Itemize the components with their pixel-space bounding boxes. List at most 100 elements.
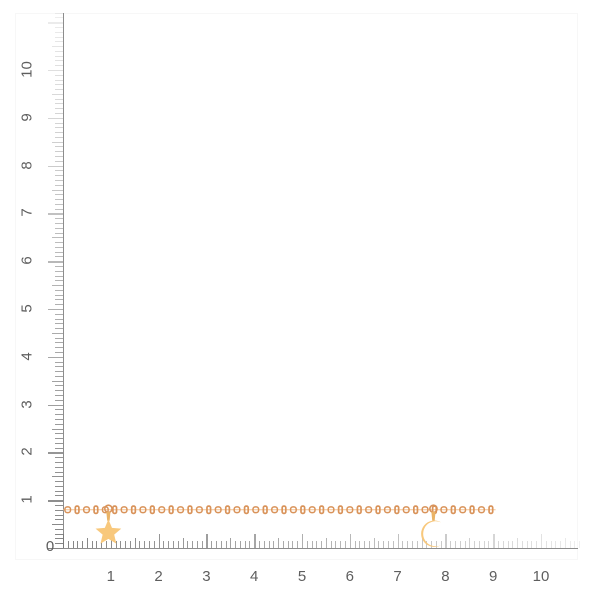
hruler-minor-tick <box>263 541 265 548</box>
vruler-minor-tick <box>55 323 63 325</box>
vruler-minor-tick <box>55 543 63 545</box>
hruler-minor-tick <box>464 541 466 548</box>
chain-link <box>365 506 373 514</box>
origin-label: 0 <box>45 538 55 555</box>
hruler-minor-tick <box>177 541 179 548</box>
vruler-minor-tick <box>55 328 63 330</box>
hruler-minor-tick <box>235 541 237 548</box>
chain-link <box>64 506 72 514</box>
hruler-minor-tick <box>316 541 318 548</box>
vruler-major-tick <box>48 500 63 502</box>
vruler-minor-tick <box>55 170 63 172</box>
chain-link <box>402 506 410 514</box>
vruler-minor-tick <box>55 337 63 339</box>
vruler-minor-tick <box>55 390 63 392</box>
vruler-minor-tick <box>55 304 63 306</box>
chain-link <box>469 505 475 515</box>
chain-link <box>252 506 260 514</box>
hruler-minor-tick <box>106 541 108 548</box>
hruler-minor-tick <box>579 541 581 548</box>
charm-bail <box>431 511 436 521</box>
vruler-minor-tick <box>55 41 63 43</box>
hruler-minor-tick <box>325 538 327 548</box>
hruler-minor-tick <box>82 541 84 548</box>
vruler-minor-tick <box>55 50 63 52</box>
chain-link <box>187 505 193 515</box>
vruler-minor-tick <box>55 481 63 483</box>
vruler-minor-tick <box>55 256 63 258</box>
vruler-minor-tick <box>55 495 63 497</box>
hruler-minor-tick <box>153 541 155 548</box>
hruler-label: 7 <box>393 568 402 585</box>
hruler-major-tick <box>445 534 447 548</box>
hruler-minor-tick <box>450 541 452 548</box>
vruler-minor-tick <box>55 471 63 473</box>
vertical-axis-line <box>63 13 64 548</box>
chain-link <box>289 506 297 514</box>
vruler-minor-tick <box>55 418 63 420</box>
hruler-minor-tick <box>435 541 437 548</box>
vruler-minor-tick <box>55 280 63 282</box>
hruler-minor-tick <box>521 541 523 548</box>
hruler-minor-tick <box>531 541 533 548</box>
vruler-major-tick <box>48 22 63 24</box>
vruler-minor-tick <box>55 352 63 354</box>
vruler-minor-tick <box>55 504 63 506</box>
hruler-minor-tick <box>459 541 461 548</box>
hruler-minor-tick <box>545 541 547 548</box>
chain-link <box>327 506 335 514</box>
vruler-minor-tick <box>55 74 63 76</box>
vertical-ruler: 1 2 3 4 5 6 7 8 9 10 <box>0 0 64 599</box>
vruler-minor-tick <box>55 275 63 277</box>
crescent-moon-icon <box>421 520 442 547</box>
vruler-minor-tick <box>55 509 63 511</box>
hruler-minor-tick <box>407 541 409 548</box>
hruler-minor-tick <box>517 538 519 548</box>
hruler-major-tick <box>493 534 495 548</box>
chain-link <box>375 505 381 515</box>
chain-strand <box>63 505 496 515</box>
vruler-major-tick <box>48 213 63 215</box>
vruler-minor-tick <box>55 433 63 435</box>
chain-link <box>450 505 456 515</box>
hruler-minor-tick <box>335 541 337 548</box>
hruler-minor-tick <box>502 541 504 548</box>
hruler-minor-tick <box>416 541 418 548</box>
hruler-minor-tick <box>297 541 299 548</box>
chain-link <box>243 505 250 515</box>
vruler-minor-tick <box>55 127 63 129</box>
chain-link <box>337 505 344 515</box>
vruler-minor-tick <box>52 46 63 48</box>
vruler-minor-tick <box>55 457 63 459</box>
vruler-minor-tick <box>52 285 63 287</box>
hruler-minor-tick <box>168 541 170 548</box>
hruler-minor-tick <box>287 541 289 548</box>
hruler-minor-tick <box>91 541 93 548</box>
hruler-major-tick <box>302 534 304 548</box>
moon-charm[interactable] <box>421 504 442 547</box>
vruler-minor-tick <box>55 65 63 67</box>
hruler-major-tick <box>397 534 399 548</box>
hruler-minor-tick <box>354 541 356 548</box>
vruler-minor-tick <box>55 289 63 291</box>
vruler-minor-tick <box>55 538 63 540</box>
hruler-minor-tick <box>368 541 370 548</box>
chain-link <box>82 506 91 514</box>
vruler-minor-tick <box>55 203 63 205</box>
vruler-minor-tick <box>55 366 63 368</box>
star-charm[interactable] <box>95 504 122 544</box>
vruler-major-tick <box>48 261 63 263</box>
vruler-minor-tick <box>55 299 63 301</box>
hruler-major-tick <box>110 534 113 548</box>
vruler-minor-tick <box>55 84 63 86</box>
vruler-minor-tick <box>55 519 63 521</box>
vruler-minor-tick <box>55 108 63 110</box>
vruler-minor-tick <box>55 447 63 449</box>
vruler-minor-tick <box>55 442 63 444</box>
hruler-minor-tick <box>120 541 122 548</box>
hruler-minor-tick <box>196 541 198 548</box>
vruler-minor-tick <box>55 26 63 28</box>
vruler-minor-tick <box>55 160 63 162</box>
vruler-minor-tick <box>55 218 63 220</box>
hruler-minor-tick <box>230 538 232 548</box>
